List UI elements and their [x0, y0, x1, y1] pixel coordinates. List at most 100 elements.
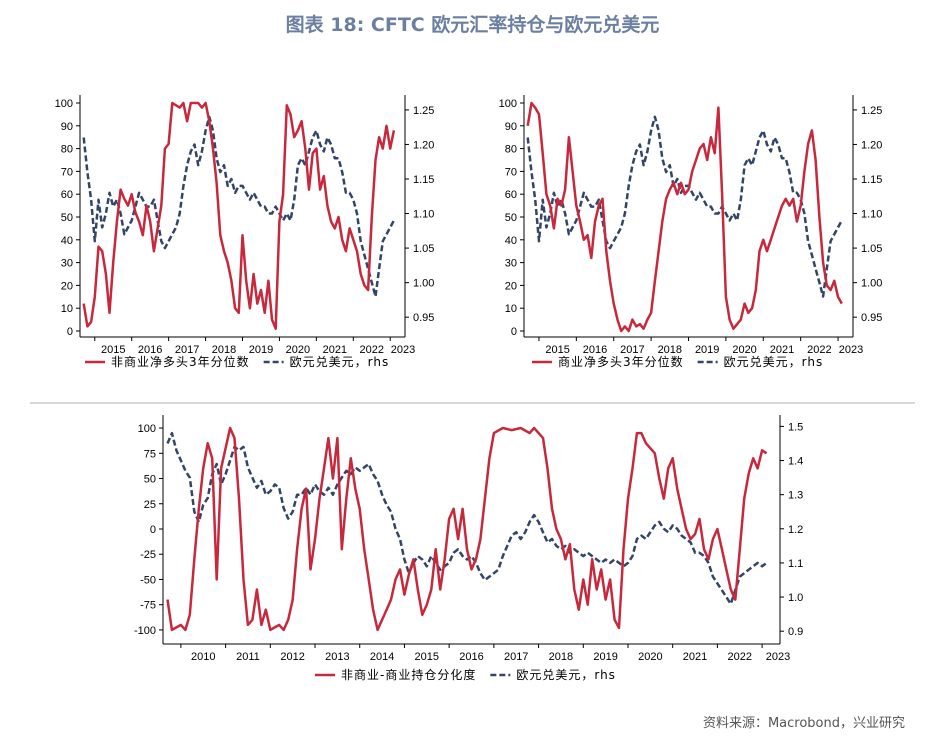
right-tick-label: 1.20 [413, 139, 434, 151]
left-tick-label: 100 [55, 98, 73, 110]
right-tick-label: 1.3 [788, 490, 803, 502]
left-tick-label: 0 [511, 326, 517, 338]
right-tick-label: 1.1 [788, 558, 803, 570]
source-note: 资料来源：Macrobond，兴业研究 [702, 716, 905, 731]
x-tick-label: 2019 [695, 344, 719, 356]
x-tick-label: 2010 [191, 651, 215, 663]
left-tick-label: 100 [138, 423, 156, 435]
right-tick-label: 1.20 [861, 139, 882, 151]
right-tick-label: 1.25 [861, 105, 882, 117]
left-tick-label: 10 [61, 303, 73, 315]
x-tick-label: 2021 [770, 344, 794, 356]
x-tick-label: 2021 [683, 651, 707, 663]
right-tick-label: 1.10 [413, 209, 434, 221]
left-tick-label: 90 [61, 121, 73, 133]
eurusd-line [82, 115, 396, 298]
x-tick-label: 2016 [138, 344, 162, 356]
left-tick-label: 50 [505, 212, 517, 224]
right-tick-label: 1.4 [788, 456, 803, 468]
x-tick-label: 2016 [459, 651, 483, 663]
left-tick-label: 0 [150, 524, 156, 536]
x-tick-label: 2021 [323, 344, 347, 356]
right-tick-label: 1.2 [788, 524, 803, 536]
left-tick-label: 60 [505, 189, 517, 201]
eurusd-line [526, 115, 843, 298]
left-tick-label: 75 [144, 448, 156, 460]
left-tick-label: 10 [505, 303, 517, 315]
legend-label: 欧元兑美元，rhs [724, 355, 824, 369]
x-tick-label: 2022 [360, 344, 384, 356]
eurusd-line [166, 431, 768, 606]
left-tick-label: -50 [140, 574, 156, 586]
x-tick-label: 2020 [638, 651, 662, 663]
x-tick-label: 2011 [236, 651, 260, 663]
right-tick-label: 0.95 [861, 312, 882, 324]
left-tick-label: 20 [61, 280, 73, 292]
x-tick-label: 2020 [732, 344, 756, 356]
chart-top-left: 0 10 20 30 40 50 60 70 80 90 100 0.95 1.00 1.05 1.10 1.… [55, 95, 434, 369]
x-tick-label: 2012 [280, 651, 304, 663]
left-tick-label: -25 [140, 549, 156, 561]
legend-label: 商业净多头3年分位数 [558, 354, 684, 369]
right-tick-label: 1.00 [413, 278, 434, 290]
x-tick-label: 2015 [101, 344, 125, 356]
x-tick-label: 2017 [620, 344, 644, 356]
left-tick-label: 80 [505, 144, 517, 156]
left-tick-label: 90 [505, 121, 517, 133]
legend-label: 欧元兑美元，rhs [290, 355, 390, 369]
right-tick-label: 1.15 [413, 174, 434, 186]
right-tick-label: 0.9 [788, 626, 803, 638]
left-tick-label: 40 [505, 235, 517, 247]
left-tick-label: 30 [61, 258, 73, 270]
position-line [166, 426, 768, 632]
position-line [82, 101, 396, 330]
x-tick-label: 2019 [593, 651, 617, 663]
legend-label: 非商业-商业持仓分化度 [341, 667, 476, 682]
right-tick-label: 1.05 [861, 243, 882, 255]
legend-label: 非商业净多头3年分位数 [111, 354, 250, 369]
left-tick-label: 60 [61, 189, 73, 201]
left-tick-label: 70 [505, 166, 517, 178]
right-tick-label: 1.00 [861, 278, 882, 290]
right-tick-label: 1.5 [788, 421, 803, 433]
x-tick-label: 2017 [504, 651, 528, 663]
left-tick-label: 70 [61, 166, 73, 178]
left-tick-label: 50 [144, 474, 156, 486]
x-tick-label: 2022 [807, 344, 831, 356]
x-tick-label: 2013 [325, 651, 349, 663]
x-tick-label: 2020 [286, 344, 310, 356]
x-tick-label: 2015 [415, 651, 439, 663]
left-tick-label: 100 [499, 98, 517, 110]
page-title: 图表 18: CFTC 欧元汇率持仓与欧元兑美元 [285, 14, 660, 36]
left-tick-label: -75 [140, 600, 156, 612]
chart-top-right: 0 10 20 30 40 50 60 70 80 90 100 0.95 1.00 1.05 1.10 1.… [499, 95, 882, 369]
position-line [526, 101, 843, 333]
x-tick-label: 2016 [583, 344, 607, 356]
right-tick-label: 0.95 [413, 312, 434, 324]
right-tick-label: 1.10 [861, 209, 882, 221]
x-tick-label: 2018 [212, 344, 236, 356]
right-tick-label: 1.0 [788, 592, 803, 604]
legend-label: 欧元兑美元，rhs [516, 668, 616, 682]
x-tick-label: 2023 [766, 651, 790, 663]
x-tick-label: 2017 [175, 344, 199, 356]
x-tick-label: 2018 [658, 344, 682, 356]
x-tick-label: 2015 [545, 344, 569, 356]
x-tick-label: 2022 [728, 651, 752, 663]
left-tick-label: 0 [67, 326, 73, 338]
left-tick-label: 25 [144, 499, 156, 511]
left-tick-label: 50 [61, 212, 73, 224]
right-tick-label: 1.05 [413, 243, 434, 255]
chart-bottom: -100 -75 -50 -25 0 25 50 75 100 0.9 1.0 1.1 1.2 1.3 1.… [134, 415, 803, 682]
left-tick-label: 80 [61, 144, 73, 156]
x-tick-label: 2018 [549, 651, 573, 663]
x-tick-label: 2023 [839, 344, 863, 356]
left-tick-label: 30 [505, 258, 517, 270]
x-tick-label: 2014 [370, 651, 394, 663]
x-tick-label: 2023 [391, 344, 415, 356]
right-tick-label: 1.25 [413, 105, 434, 117]
left-tick-label: 20 [505, 280, 517, 292]
left-tick-label: -100 [134, 625, 156, 637]
x-tick-label: 2019 [249, 344, 273, 356]
